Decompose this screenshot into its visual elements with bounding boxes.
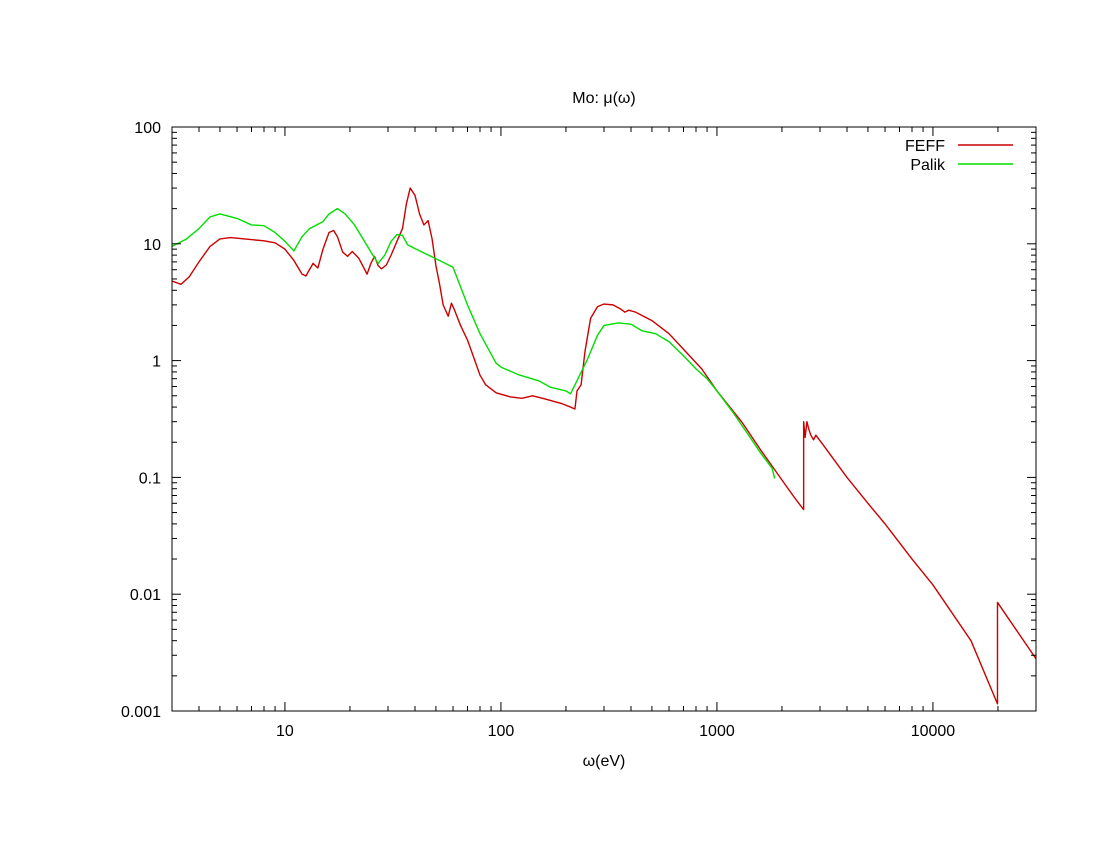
- x-tick-label: 10: [276, 723, 294, 740]
- y-tick-label: 10: [143, 237, 161, 254]
- x-tick-label: 1000: [699, 723, 735, 740]
- legend: FEFF Palik: [905, 138, 1013, 174]
- y-tick-label: 0.001: [121, 704, 161, 721]
- x-tick-label: 100: [488, 723, 515, 740]
- x-axis-label: ω(eV): [583, 753, 626, 770]
- x-tick-label: 10000: [911, 723, 956, 740]
- chart-title: Mo: μ(ω): [572, 90, 635, 107]
- series-line-feff: [171, 187, 1037, 705]
- plot-area: [171, 187, 1037, 705]
- axis-ticks: 0.001 0.01 0.1 1 10 100 10 100 1000 10000: [121, 120, 1037, 740]
- legend-label: FEFF: [905, 138, 945, 155]
- y-tick-label: 0.1: [139, 470, 161, 487]
- plot-frame: [171, 126, 1037, 712]
- y-tick-label: 100: [134, 120, 161, 137]
- legend-label: Palik: [910, 157, 946, 174]
- series-line-palik: [171, 207, 776, 479]
- y-tick-label: 1: [152, 354, 161, 371]
- y-tick-label: 0.01: [130, 587, 161, 604]
